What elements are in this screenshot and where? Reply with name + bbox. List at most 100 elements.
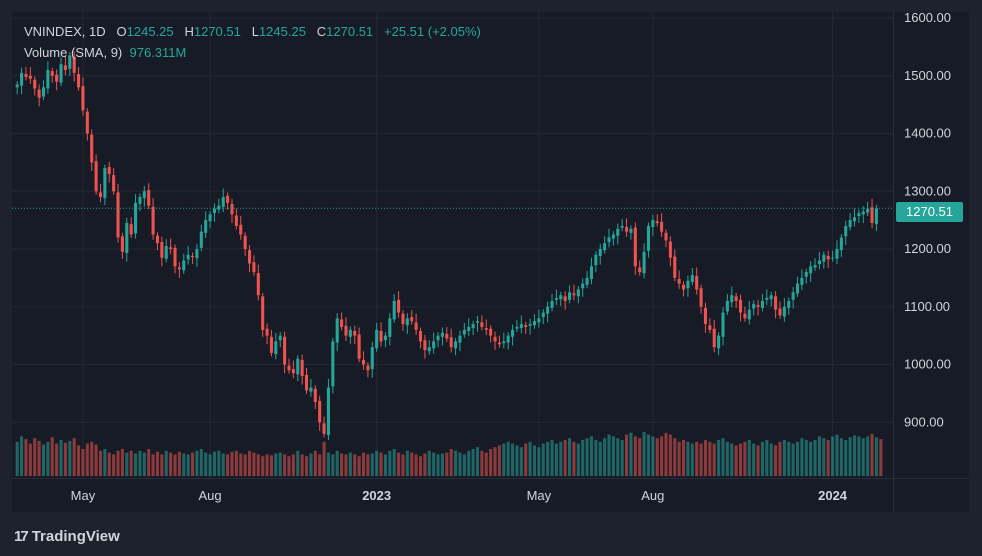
volume-bar (660, 436, 664, 476)
candle-body (747, 309, 751, 320)
volume-bar (607, 434, 611, 476)
volume-bar (300, 454, 304, 476)
time-axis[interactable]: May Aug 2023 May Aug 2024 (71, 488, 848, 503)
x-tick-label: 2023 (362, 488, 391, 503)
volume-bar (326, 452, 330, 476)
candle-body (616, 228, 620, 236)
volume-bar (243, 454, 247, 476)
volume-bar (603, 438, 607, 476)
candle-body (120, 236, 124, 252)
candle-body (813, 265, 817, 268)
volume-bar (497, 445, 501, 476)
candle-body (432, 341, 436, 349)
candle-body (129, 224, 133, 235)
candle-body (607, 237, 611, 243)
volume-bar (274, 453, 278, 476)
low-label: L (251, 24, 259, 39)
candles (15, 51, 878, 441)
price-chart[interactable]: 1600.00 1500.00 1400.00 1300.00 1200.00 1100.… (12, 12, 969, 512)
candle-body (256, 273, 260, 296)
volume-bar (432, 452, 436, 476)
volume-bar (221, 453, 225, 476)
volume-bar (59, 440, 63, 476)
candle-body (581, 283, 585, 289)
candle-body (752, 303, 756, 309)
volume-bar (804, 440, 808, 476)
volume-bar (388, 450, 392, 476)
volume-bar (313, 450, 317, 476)
tradingview-logo[interactable]: 17 TradingView (14, 526, 120, 546)
volume-bar (318, 454, 322, 476)
volume-bar (568, 438, 572, 476)
volume-bar (33, 438, 37, 476)
volume-bar (519, 447, 523, 476)
candle-body (502, 341, 506, 344)
candle-body (804, 272, 808, 277)
candle-body (765, 298, 769, 300)
candle-body (454, 341, 458, 349)
volume-label[interactable]: Volume (SMA, 9) (24, 45, 123, 60)
volume-bar (484, 452, 488, 476)
volume-bar (778, 441, 782, 476)
volume-bar (199, 449, 203, 476)
candle-body (309, 387, 313, 392)
candle-body (191, 255, 195, 258)
volume-bar (642, 431, 646, 476)
candle-body (173, 247, 177, 267)
high-label: H (184, 24, 194, 39)
volume-bar (63, 442, 67, 476)
volume-bar (817, 436, 821, 476)
volume-bar (695, 441, 699, 476)
candle-body (278, 335, 282, 341)
candle-body (182, 260, 186, 271)
candle-body (125, 223, 129, 254)
candle-body (59, 64, 63, 83)
volume-bar (502, 443, 506, 476)
y-tick-label: 1300.00 (904, 183, 951, 198)
candle-body (94, 161, 98, 192)
candle-body (239, 224, 243, 235)
volume-bar (717, 440, 721, 476)
candle-body (427, 347, 431, 352)
symbol-name[interactable]: VNINDEX (24, 24, 82, 39)
volume-bar (690, 443, 694, 476)
volume-bar (844, 440, 848, 476)
candle-body (546, 306, 550, 314)
candle-body (212, 208, 216, 214)
volume-bar (664, 432, 668, 476)
candle-body (265, 328, 269, 336)
candle-body (112, 175, 116, 192)
volume-bar (835, 434, 839, 476)
volume-bar (594, 440, 598, 476)
price-axis[interactable]: 1600.00 1500.00 1400.00 1300.00 1200.00 1100.… (904, 12, 951, 429)
y-tick-label: 1000.00 (904, 357, 951, 372)
volume-bar (541, 443, 545, 476)
chart-panel[interactable]: 1600.00 1500.00 1400.00 1300.00 1200.00 1100.… (12, 12, 969, 512)
candle-body (283, 336, 287, 365)
volume-bar (752, 443, 756, 476)
volume-bar (633, 436, 637, 476)
volume-bar (747, 440, 751, 476)
candle-body (541, 312, 545, 318)
candle-body (401, 313, 405, 325)
candle-body (116, 192, 120, 238)
candle-body (77, 74, 81, 88)
volume-bar (375, 450, 379, 476)
tradingview-icon: 17 (14, 527, 29, 545)
interval[interactable]: 1D (89, 24, 106, 39)
candle-body (787, 300, 791, 308)
candle-body (217, 205, 221, 210)
candle-body (471, 324, 475, 329)
candle-body (738, 299, 743, 313)
candle-body (651, 220, 655, 228)
volume-bar (822, 438, 826, 476)
volume-bar (418, 456, 423, 476)
volume-bar (655, 438, 659, 476)
candle-body (638, 267, 642, 273)
candle-body (46, 69, 50, 89)
candle-body (528, 324, 532, 326)
volume-bar (204, 452, 208, 476)
x-tick-label: May (527, 488, 552, 503)
candle-body (515, 326, 519, 329)
volume-bar (383, 454, 387, 476)
